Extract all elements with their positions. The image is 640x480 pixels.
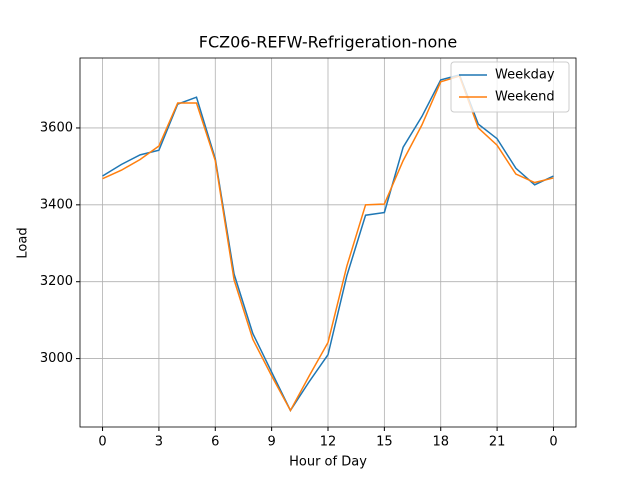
x-tick-label: 12	[320, 435, 337, 450]
x-tick-label: 9	[267, 435, 275, 450]
x-tick-label: 6	[211, 435, 219, 450]
y-tick-label: 3000	[40, 351, 73, 366]
legend-label: Weekday	[495, 68, 555, 83]
y-tick-label: 3400	[40, 197, 73, 212]
x-tick-label: 21	[489, 435, 506, 450]
legend-label: Weekend	[495, 90, 555, 105]
y-tick-label: 3200	[40, 274, 73, 289]
chart-title: FCZ06-REFW-Refrigeration-none	[199, 33, 457, 52]
plot-frame	[79, 57, 577, 428]
x-tick-label: 15	[376, 435, 393, 450]
y-axis-label: Load	[16, 227, 31, 258]
x-tick-label: 0	[549, 435, 557, 450]
x-tick-label: 0	[98, 435, 106, 450]
y-tick-label: 3600	[40, 120, 73, 135]
x-axis-label: Hour of Day	[289, 455, 367, 470]
x-tick-label: 18	[432, 435, 449, 450]
legend: Weekday Weekend	[450, 61, 570, 113]
series-line	[102, 75, 554, 413]
x-tick-label: 3	[155, 435, 163, 450]
